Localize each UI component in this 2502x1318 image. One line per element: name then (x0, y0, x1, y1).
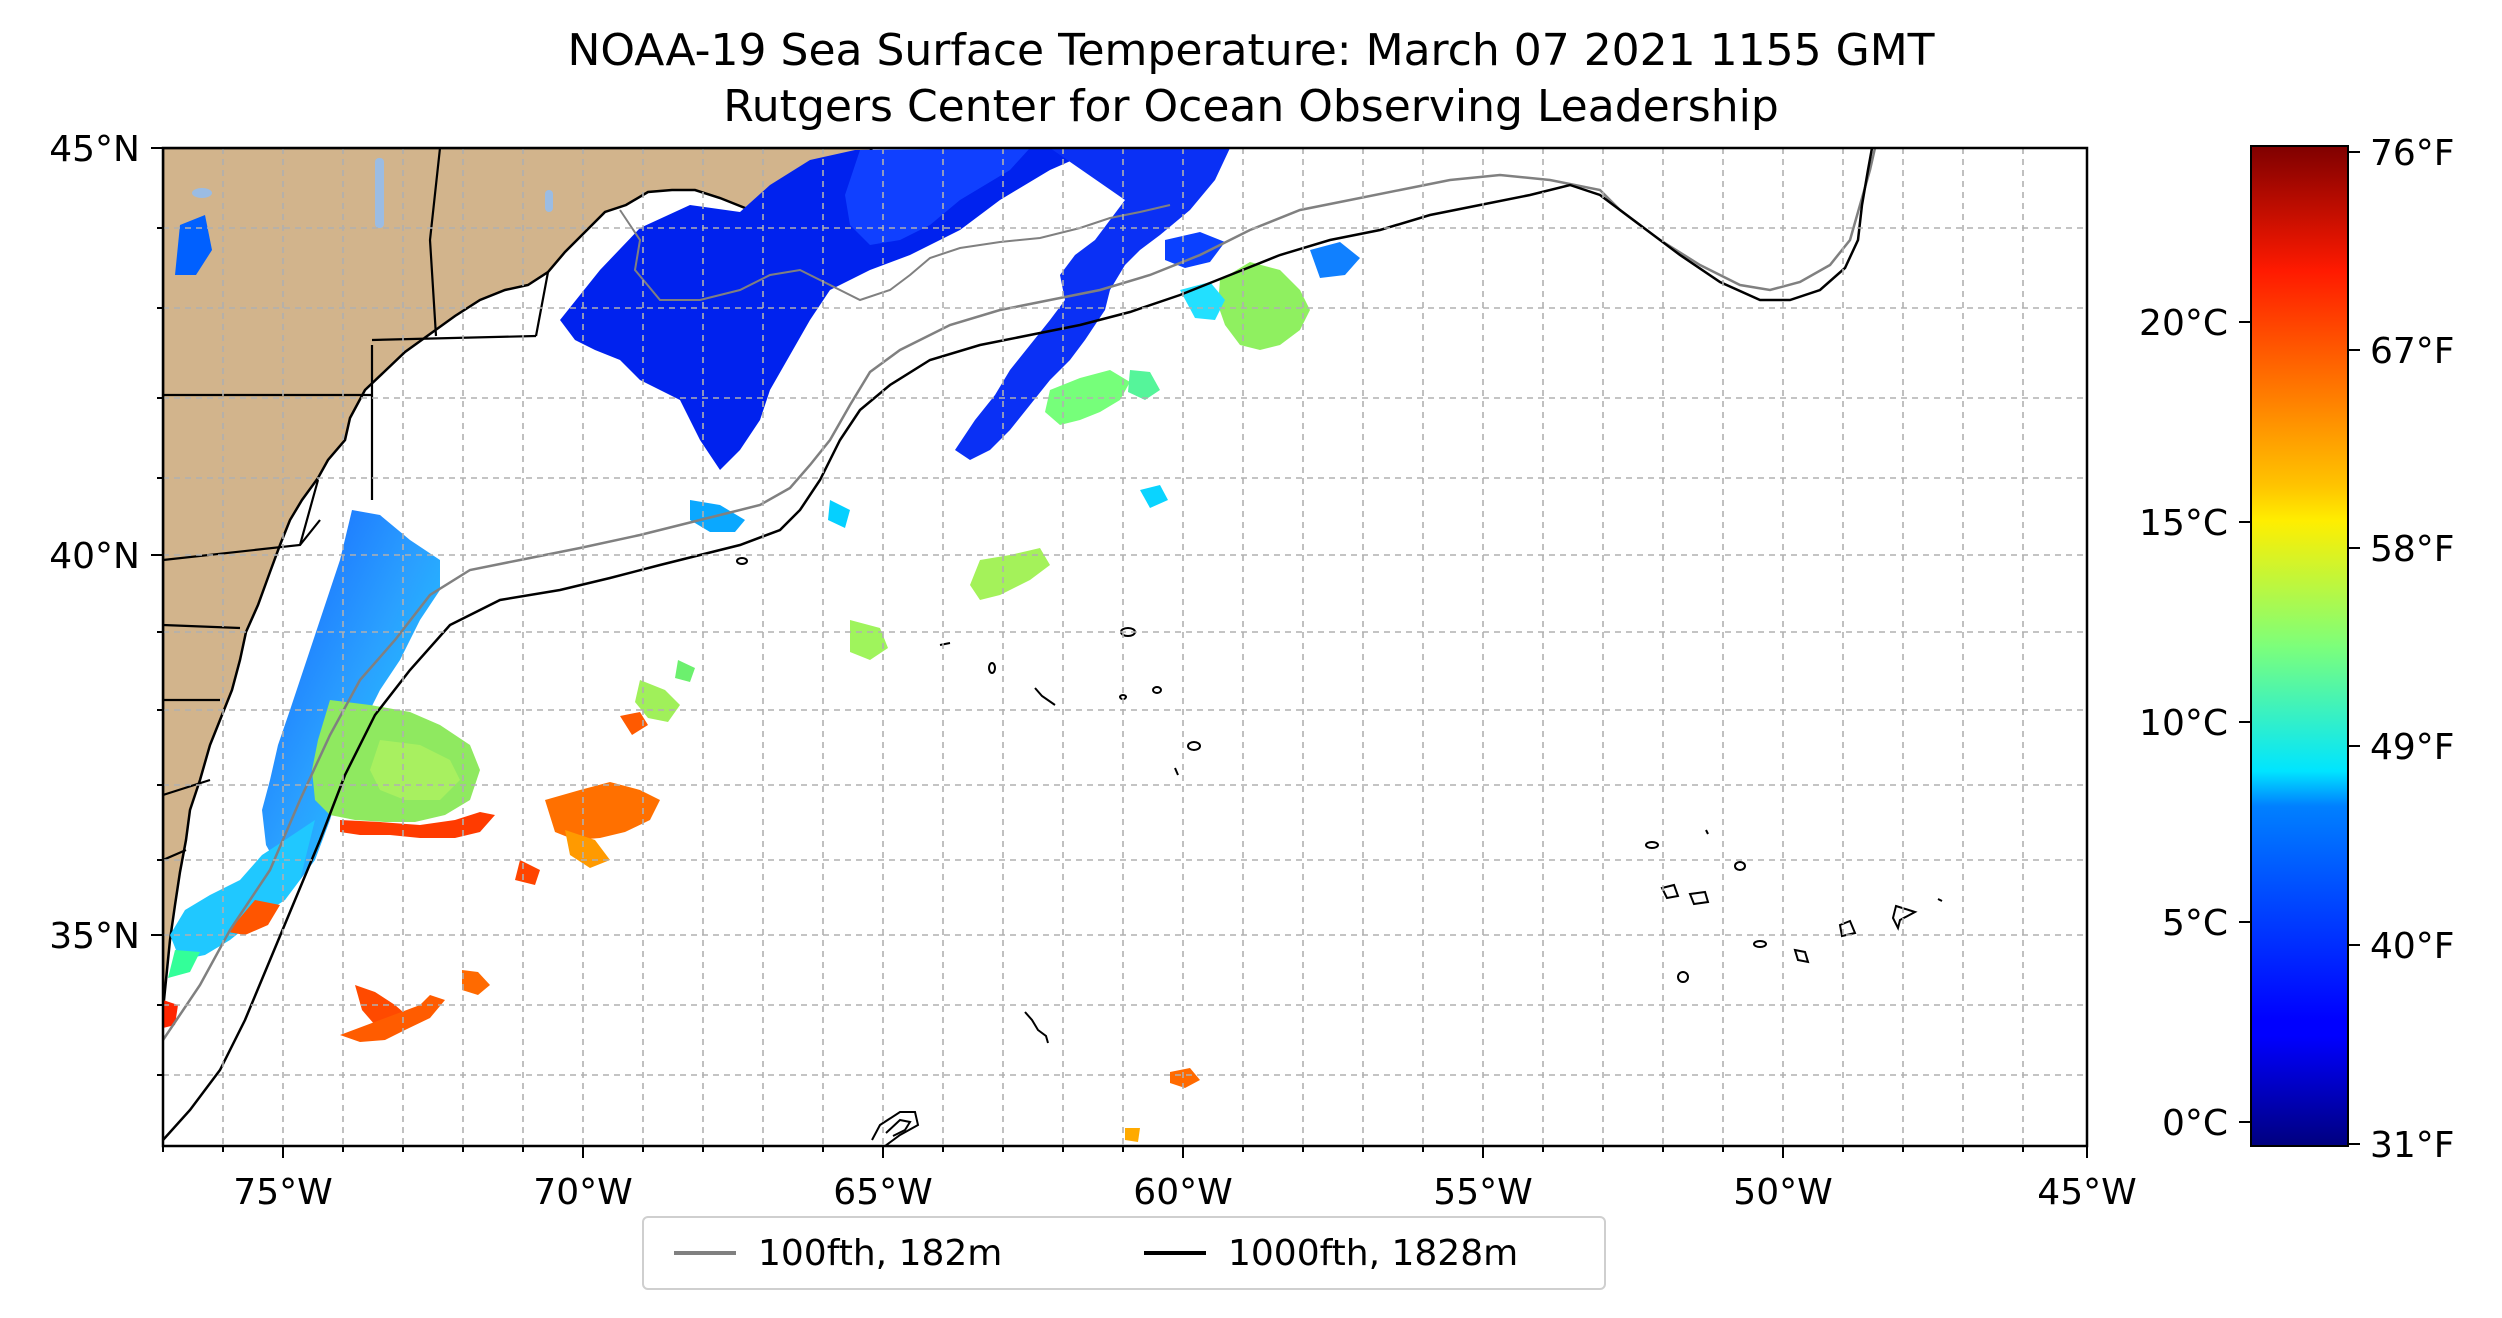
x-tick-label: 65°W (833, 1172, 932, 1213)
legend-swatch-100fth (674, 1251, 736, 1255)
map-subtitle: Rutgers Center for Ocean Observing Leade… (723, 81, 1779, 132)
colorbar-fahrenheit-label: 40°F (2370, 926, 2455, 967)
x-tick-marks (162, 1146, 2088, 1158)
colorbar-celsius-ticks (2239, 321, 2251, 1123)
y-tick-marks (151, 147, 163, 1076)
colorbar-fahrenheit-label: 31°F (2370, 1125, 2455, 1166)
colorbar-fahrenheit-label: 58°F (2370, 529, 2455, 570)
legend: 100fth, 182m 1000fth, 1828m (642, 1216, 1606, 1290)
map-frame (161, 146, 2089, 1148)
legend-swatch-1000fth (1144, 1251, 1206, 1255)
state-borders (163, 148, 550, 862)
x-tick-label: 70°W (533, 1172, 632, 1213)
legend-label: 100fth, 182m (758, 1232, 1003, 1274)
contour-gulf-of-maine (619, 204, 1171, 302)
legend-item-1000fth: 1000fth, 1828m (1144, 1218, 1518, 1288)
colorbar-celsius-label: 15°C (2139, 503, 2228, 544)
legend-item-100fth: 100fth, 182m (674, 1218, 1002, 1288)
gridlines (163, 148, 2087, 1146)
x-tick-label: 45°W (2037, 1172, 2136, 1213)
x-tick-label: 55°W (1433, 1172, 1532, 1213)
map-title: NOAA-19 Sea Surface Temperature: March 0… (567, 25, 1935, 76)
colorbar-celsius-label: 0°C (2162, 1103, 2228, 1144)
y-tick-label: 35°N (49, 916, 140, 957)
x-tick-label: 50°W (1733, 1172, 1832, 1213)
y-tick-label: 40°N (49, 536, 140, 577)
contour-1000fth (163, 148, 1874, 1141)
colorbar-celsius-label: 5°C (2162, 903, 2228, 944)
inland-lakes (192, 158, 553, 228)
colorbar-fahrenheit-ticks (2348, 151, 2360, 1145)
colorbar-celsius-label: 20°C (2139, 303, 2228, 344)
seamount-contours (736, 557, 1943, 1146)
colorbar (2250, 145, 2349, 1147)
legend-label: 1000fth, 1828m (1228, 1232, 1519, 1274)
colorbar-fahrenheit-label: 67°F (2370, 331, 2455, 372)
colorbar-celsius-label: 10°C (2139, 703, 2228, 744)
colorbar-fahrenheit-label: 49°F (2370, 727, 2455, 768)
x-tick-label: 60°W (1133, 1172, 1232, 1213)
colorbar-fahrenheit-label: 76°F (2370, 133, 2455, 174)
contour-100fth (163, 148, 1877, 1041)
y-tick-label: 45°N (49, 129, 140, 170)
x-tick-label: 75°W (233, 1172, 332, 1213)
